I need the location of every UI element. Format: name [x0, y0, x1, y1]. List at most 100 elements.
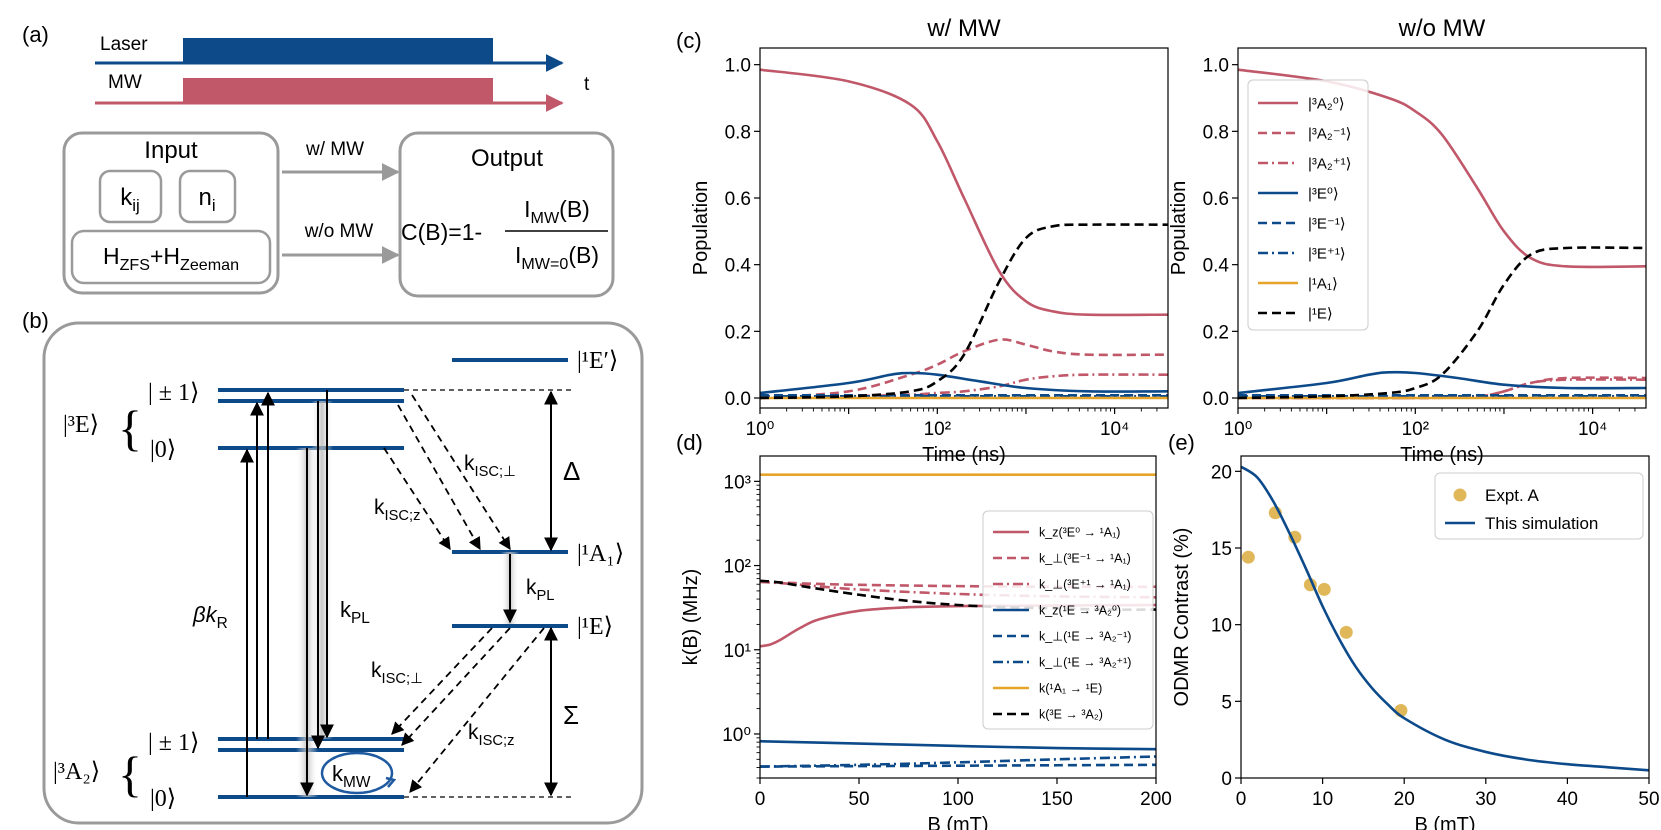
- isc-perp-arrow-top-2: [411, 394, 511, 551]
- hamiltonian-box: [70, 229, 272, 285]
- x-tick-label-3: 30: [1475, 789, 1496, 810]
- legend-label-5: k_⊥(¹E → ³A₂⁺¹): [1039, 656, 1131, 670]
- x-tick-label-2: 20: [1394, 789, 1415, 810]
- mw-label: MW: [108, 72, 142, 93]
- panel-label-e: (e): [1168, 430, 1195, 455]
- panel-label-b: (b): [22, 308, 49, 333]
- legend-label-2: k_⊥(³E⁺¹ → ¹A₁): [1039, 578, 1131, 592]
- x-tick-label-4: 40: [1557, 789, 1578, 810]
- chart-rates-vs-field: 0 50 100 150 200 10⁰ 10¹ 10² 10³ B (mT) k(B) (MHz)…: [680, 455, 1172, 830]
- series-7-line: [760, 223, 1168, 400]
- series-0-line: [760, 68, 1168, 317]
- legend-label-3: k_z(¹E → ³A₂⁰): [1039, 604, 1121, 618]
- y-axis-label: Population: [690, 181, 712, 276]
- legend-label-1: k_⊥(³E⁻¹ → ¹A₁): [1039, 552, 1131, 566]
- pl-glow-1: [311, 401, 333, 739]
- chart-title: w/o MW: [1398, 15, 1486, 42]
- label-3A2: |³A₂⟩: [53, 759, 100, 785]
- x-tick-label-2: 100: [942, 789, 974, 810]
- legend-label-3: |³E⁰⟩: [1308, 185, 1339, 202]
- mw-loop: [320, 751, 394, 795]
- panel-a: Laser MW t Input kij ni HZFS+HZeeman w/ …: [62, 34, 615, 298]
- label-3E-pm1: | ± 1⟩: [148, 380, 199, 406]
- y-axis-label: ODMR Contrast (%): [1171, 528, 1193, 707]
- isc-z-arrow-top: [383, 447, 451, 551]
- legend-label-7: |¹E⟩: [1308, 305, 1333, 322]
- label-3E-0: |0⟩: [150, 437, 176, 463]
- output-box: [398, 131, 615, 298]
- series-0-point-5: [1339, 625, 1353, 639]
- ni-box: [178, 169, 237, 224]
- x-axis-label: B (mT): [927, 814, 988, 830]
- series-3-line: [1238, 370, 1646, 395]
- series-7-line: [1238, 246, 1646, 400]
- chart-title: w/ MW: [926, 15, 1001, 42]
- y-tick-label-2: 10: [1211, 616, 1232, 637]
- formula-denominator: IMW=0(B): [515, 242, 599, 273]
- x-tick-label-1: 10²: [1402, 419, 1429, 440]
- input-box: [62, 131, 280, 295]
- formula-left: C(B)=1-: [401, 219, 482, 245]
- x-tick-label-2: 10⁴: [1578, 419, 1607, 440]
- legend-label-1: |³A₂⁻¹⟩: [1308, 125, 1351, 142]
- chart-odmr-contrast: 0 10 20 30 40 50 0 5 10 15 20 B (mT) ODMR Contrast (…: [1171, 455, 1660, 830]
- x-tick-label-1: 10: [1312, 789, 1333, 810]
- y-tick-label-5: 1.0: [1203, 56, 1229, 77]
- y-tick-label-0: 10⁰: [722, 725, 751, 746]
- label-3A2-0: |0⟩: [150, 786, 176, 812]
- laser-label: Laser: [100, 34, 148, 55]
- y-tick-label-2: 10²: [724, 557, 751, 578]
- isc-z-arrow-bot: [409, 627, 545, 793]
- x-axis-label: B (mT): [1414, 814, 1475, 830]
- kij-text: kij: [120, 184, 139, 215]
- mw-loop-arrowhead: [385, 776, 397, 788]
- legend-label-2: |³A₂⁺¹⟩: [1308, 155, 1351, 172]
- legend-box: [1434, 472, 1644, 540]
- series-0-point-4: [1317, 582, 1331, 596]
- x-axis-label: Time (ns): [1400, 444, 1484, 466]
- chart-population-with-mw: 10⁰ 10² 10⁴ 0.0 0.2 0.4 0.6 0.8 1.0 Time (ns) Popu…: [690, 15, 1169, 466]
- series-4-line: [760, 763, 1156, 768]
- isc-perp-arrow-top-1: [397, 404, 481, 551]
- label-1A1: |¹A₁⟩: [577, 541, 624, 567]
- label-kpl-left: kPL: [340, 597, 370, 627]
- legend-label-0: |³A₂⁰⟩: [1308, 95, 1345, 112]
- label-delta: Δ: [563, 456, 580, 486]
- label-kpl-right: kPL: [526, 576, 554, 604]
- label-3A2-pm1: | ± 1⟩: [148, 730, 199, 756]
- isc-perp-arrow-bot-2: [401, 627, 511, 746]
- x-tick-label-0: 0: [755, 789, 766, 810]
- label-1Eprime: |¹E′⟩: [577, 348, 618, 374]
- mw-pulse: [183, 78, 493, 103]
- brace-3E: {: [118, 400, 142, 456]
- input-title: Input: [144, 137, 198, 164]
- panel-b: |³E⟩ { | ± 1⟩ |0⟩ |³A₂⟩ { | ± 1⟩ |0⟩ |¹E…: [42, 321, 644, 825]
- formula-numerator: IMW(B): [524, 196, 590, 227]
- time-label: t: [584, 74, 590, 95]
- legend-box: [982, 510, 1154, 730]
- y-tick-label-2: 0.4: [1203, 256, 1230, 277]
- arrow-with-mw-label: w/ MW: [305, 139, 364, 160]
- y-tick-label-3: 0.6: [725, 189, 751, 210]
- series-1-line: [760, 338, 1168, 400]
- y-axis-label: Population: [1168, 181, 1190, 276]
- panel-label-d: (d): [676, 430, 703, 455]
- label-1E: |¹E⟩: [577, 614, 613, 640]
- arrow-without-mw-label: w/o MW: [304, 221, 374, 242]
- y-tick-label-0: 0: [1221, 769, 1232, 790]
- x-tick-label-2: 10⁴: [1100, 419, 1129, 440]
- legend-label-5: |³E⁺¹⟩: [1308, 245, 1346, 262]
- x-tick-label-0: 10⁰: [1224, 419, 1253, 440]
- y-tick-label-3: 0.6: [1203, 189, 1229, 210]
- label-sigma: Σ: [563, 700, 579, 730]
- label-3E: |³E⟩: [63, 412, 99, 438]
- series-2-line: [1238, 378, 1646, 400]
- x-tick-label-0: 0: [1236, 789, 1247, 810]
- legend-label-4: |³E⁻¹⟩: [1308, 215, 1346, 232]
- y-tick-label-3: 10³: [724, 472, 751, 493]
- legend-box: [1247, 79, 1369, 331]
- y-tick-label-1: 0.2: [725, 322, 751, 343]
- label-kisc-perp-top: kISC;⊥: [464, 452, 516, 480]
- chart-population-without-mw: 10⁰ 10² 10⁴ 0.0 0.2 0.4 0.6 0.8 1.0 Time (ns) Popu…: [1168, 15, 1647, 466]
